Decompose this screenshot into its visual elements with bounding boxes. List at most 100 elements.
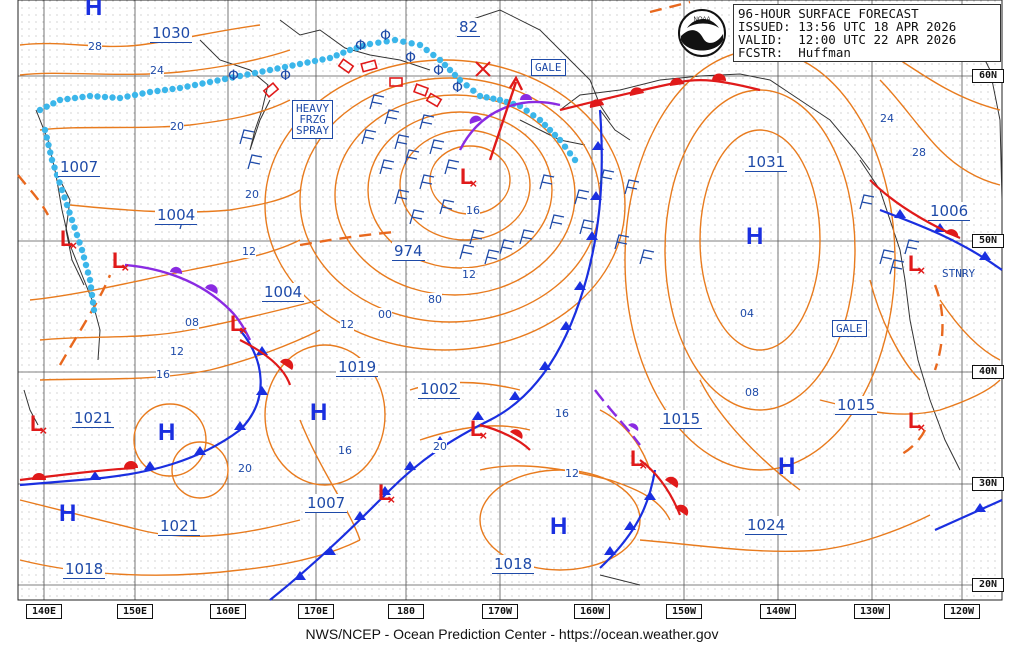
low-center-marker-icon: × — [917, 420, 926, 435]
cold-front-pip — [574, 281, 586, 290]
ice-edge-dot — [45, 141, 52, 149]
ice-edge-dot — [71, 94, 79, 102]
ice-edge-dot — [131, 91, 139, 99]
low-center-marker-icon: × — [917, 263, 926, 278]
ice-edge-dot — [530, 112, 537, 119]
latitude-label: 30N — [972, 477, 1004, 491]
wind-barb-icon — [429, 139, 445, 155]
isobar-value-label: 12 — [170, 345, 184, 358]
warm-fronts — [19, 73, 961, 516]
ice-edge-dot — [88, 291, 96, 299]
ice-edge-dot — [561, 143, 569, 150]
header-title: 96-HOUR SURFACE FORECAST — [738, 6, 919, 21]
ice-edge-dot — [214, 77, 221, 84]
cold-front-pip — [234, 421, 246, 430]
ice-edge-dot — [296, 60, 304, 68]
wind-barb-icon — [889, 259, 905, 275]
pressure-value-label: 1006 — [928, 202, 971, 221]
wind-barb-icon — [624, 179, 640, 195]
isobar-value-label: 12 — [565, 467, 579, 480]
cold-front-pip — [256, 346, 268, 355]
ice-edge-dot — [86, 92, 94, 100]
pressure-value-label: 974 — [392, 242, 425, 261]
latitude-label: 60N — [972, 69, 1004, 83]
ice-edge-dot — [259, 68, 266, 75]
wind-barb-icon — [574, 189, 590, 205]
pressure-value-label: 1019 — [336, 358, 379, 377]
ice-edge-dot — [139, 90, 146, 97]
high-pressure-center: H — [310, 399, 328, 426]
ice-edge-dot — [236, 72, 244, 80]
ice-edge-dot — [56, 179, 63, 186]
low-center-marker-icon: × — [479, 428, 488, 443]
svg-text:Φ: Φ — [280, 68, 291, 84]
ice-edge-dot — [423, 46, 430, 54]
isobars — [19, 24, 1001, 576]
ice-edge-dot — [490, 95, 497, 102]
wind-barb-icon — [394, 134, 410, 150]
wind-barb-icon — [419, 174, 435, 190]
longitude-label: 180 — [388, 604, 424, 619]
cold-front-pip — [974, 503, 986, 512]
wind-barb-icon — [384, 109, 400, 125]
ice-edge-dot — [43, 103, 50, 110]
ice-edge-dot — [470, 87, 477, 94]
low-center-marker-icon: × — [469, 176, 478, 191]
pressure-value-label: 1021 — [158, 517, 201, 536]
svg-text:Φ: Φ — [228, 68, 239, 84]
low-pressure-center: L× — [908, 251, 926, 278]
icing-boxes — [262, 58, 443, 108]
wind-barb-icon — [859, 194, 875, 210]
cold-front-pip — [624, 521, 636, 530]
wind-barb-icon — [394, 189, 410, 205]
low-center-marker-icon: × — [639, 458, 648, 473]
pressure-value-label: 1002 — [418, 380, 461, 399]
svg-text:Φ: Φ — [380, 28, 391, 44]
wind-barb-icon — [904, 239, 920, 255]
ice-edge-dot — [304, 59, 311, 66]
low-center-marker-icon: × — [69, 238, 78, 253]
low-pressure-center: L× — [30, 411, 48, 438]
pressure-value-label: 1004 — [262, 283, 305, 302]
isobar-value-label: 24 — [150, 64, 164, 77]
cold-front-pip — [560, 321, 572, 330]
ice-edge-dot — [36, 106, 44, 114]
ice-edge-dot — [463, 82, 470, 89]
ice-edge-dot — [66, 209, 73, 216]
ice-edge-dot — [566, 150, 574, 157]
ice-edge-dot — [441, 61, 449, 69]
ice-edge-dot — [319, 56, 326, 63]
wind-barb-icon — [469, 229, 485, 245]
ice-edge-dot — [61, 194, 68, 201]
ice-edge-dot — [496, 96, 504, 104]
ice-edge-dot — [556, 136, 564, 144]
ice-edge-dot — [154, 87, 161, 95]
isobar-value-label: 16 — [466, 204, 480, 217]
ice-edge-dot — [446, 66, 454, 74]
cold-front-pip — [979, 251, 991, 260]
map-frame — [17, 0, 1003, 601]
ice-edge-dot — [456, 76, 464, 84]
isobar-value-label: 12 — [242, 245, 256, 258]
wind-barb-icon — [539, 174, 555, 190]
longitude-label: 160E — [210, 604, 246, 619]
ice-edge-dot — [546, 126, 554, 134]
ice-edge-dot — [340, 49, 347, 56]
cold-front-pip — [89, 471, 101, 480]
ice-edge-dot — [383, 38, 390, 45]
cold-front-pip — [539, 361, 551, 370]
occluded-fronts — [124, 94, 641, 446]
isobar-value-label: 16 — [156, 368, 170, 381]
header-valid: VALID: 12:00 UTC 22 APR 2026 — [738, 32, 957, 47]
pressure-value-label: 1007 — [58, 158, 101, 177]
pressure-value-label: 82 — [457, 18, 481, 37]
wind-barb-icon — [579, 219, 595, 235]
longitude-label: 150E — [117, 604, 153, 619]
cold-front-pip — [604, 546, 616, 555]
ice-edge-dot — [86, 276, 94, 284]
isobar-value-label: 04 — [740, 307, 754, 320]
ice-edge-dot — [571, 156, 579, 164]
ice-edge-dot — [391, 36, 399, 44]
